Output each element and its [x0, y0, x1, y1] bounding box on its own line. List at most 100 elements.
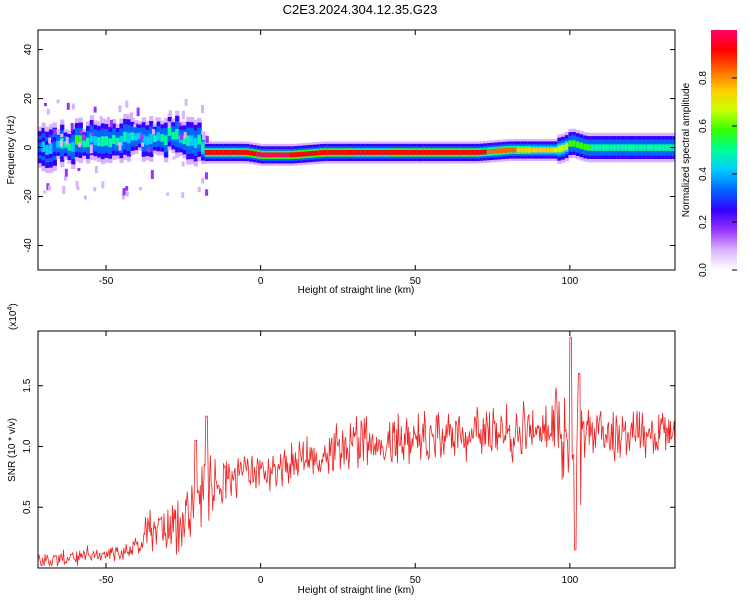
spectrogram-cell	[286, 152, 291, 158]
spectrogram-cell	[423, 150, 429, 155]
spectrogram-speckle	[59, 140, 63, 147]
spectrogram-speckle	[138, 186, 142, 191]
spectrogram-speckle	[141, 142, 145, 147]
spectrogram-speckle	[99, 116, 103, 123]
spectrogram-cell	[175, 129, 180, 140]
spectrogram-cell	[598, 144, 603, 151]
spectrogram-speckle	[48, 137, 52, 144]
spectrogram-cell	[464, 150, 469, 155]
snr-frame	[37, 330, 676, 569]
spectrogram-speckle	[201, 104, 205, 114]
colorbar-tick-label: 0.2	[698, 215, 709, 229]
spectrogram-cell	[264, 152, 269, 158]
spectrogram-cell	[230, 150, 236, 155]
snr-y-tick-label: 0.5	[22, 500, 33, 514]
spectrogram-cell	[638, 144, 644, 151]
spectrogram-speckle	[79, 129, 83, 134]
spectrogram-cell	[561, 144, 566, 152]
spectrogram-speckle	[46, 183, 50, 191]
spectrogram-cell	[386, 150, 391, 155]
spectrogram-speckle	[63, 175, 67, 181]
spectrogram-cell	[438, 150, 443, 155]
snr-series-line	[38, 336, 675, 568]
spectrogram-cell	[41, 141, 46, 153]
spectrogram-cell	[241, 150, 247, 155]
colorbar-tick-label: 0.8	[698, 71, 709, 85]
spectrogram-speckle	[205, 189, 209, 196]
spectrogram-cell	[434, 150, 440, 155]
spectrogram-cell	[420, 150, 425, 155]
spectrogram-ticks: -50 0 50 100 -40 -20 0 20 40	[23, 30, 675, 287]
spectrogram-cell	[360, 150, 365, 155]
spectrogram-cell	[624, 144, 629, 151]
spectrogram-cell	[564, 143, 570, 150]
spectrogram-cell	[549, 147, 555, 153]
spectrogram-cell	[212, 150, 217, 155]
spectrogram-cell	[282, 152, 288, 158]
spectrogram-cell	[442, 150, 447, 155]
snr-y-multiplier: (x104)	[7, 303, 19, 330]
spectrogram-speckle	[125, 100, 129, 108]
spectrogram-cell	[160, 134, 165, 142]
spectrogram-cell	[119, 135, 124, 146]
snr-x-tick-label: 50	[410, 575, 422, 586]
spectrogram-speckle	[83, 195, 87, 200]
spectrogram-speckle	[140, 133, 144, 143]
spectrogram-cell	[152, 135, 158, 142]
spectrogram-speckle	[167, 121, 171, 128]
spectrogram-speckle	[78, 142, 82, 148]
spectrogram-cell	[238, 150, 243, 155]
spectrogram-cell	[605, 144, 610, 151]
spectrogram-cell	[483, 149, 488, 155]
spectrogram-cell	[509, 147, 514, 153]
spectrogram-speckle	[202, 133, 206, 141]
spectrogram-cell	[646, 144, 651, 151]
spectrogram-cell	[204, 150, 210, 155]
spectrogram-speckle	[71, 103, 75, 110]
spectrogram-speckle	[56, 99, 60, 104]
spectrogram-cell	[572, 140, 577, 147]
spectrogram-cell	[520, 147, 525, 153]
spectrogram-cell	[557, 145, 562, 153]
spectrogram-cell	[642, 144, 647, 151]
spectrogram-speckle	[44, 127, 48, 132]
spectrogram-speckle	[204, 172, 208, 180]
spectrogram-cell	[97, 137, 102, 147]
spectrogram-x-tick-label: 50	[410, 276, 422, 287]
spectrogram-cell	[330, 150, 336, 155]
spectrogram-cell	[115, 137, 121, 146]
spectrogram-cell	[301, 151, 306, 157]
spectrogram-cell	[401, 150, 406, 155]
spectrogram-cell	[516, 147, 521, 153]
spectrogram-cell	[215, 150, 221, 155]
snr-y-tick-label: 1.5	[22, 378, 33, 392]
spectrogram-cell	[531, 147, 536, 153]
spectrogram-cell	[278, 152, 284, 158]
spectrogram-cell	[145, 136, 150, 145]
spectrogram-cell	[156, 132, 161, 141]
spectrogram-cell	[137, 132, 143, 140]
spectrogram-cell	[527, 147, 532, 153]
spectrogram-speckle	[89, 144, 93, 154]
spectrogram-cell	[271, 152, 276, 158]
spectrogram-cell	[104, 136, 109, 146]
spectrogram-cell	[201, 144, 206, 152]
spectrogram-speckle	[183, 132, 187, 139]
spectrogram-cell	[368, 150, 373, 155]
spectrogram-speckle	[166, 192, 170, 196]
spectrogram-cell	[583, 143, 588, 151]
spectrogram-cell	[112, 135, 117, 145]
spectrogram-cell	[494, 148, 499, 154]
colorbar-gradient	[711, 30, 737, 270]
spectrogram-speckle	[77, 167, 81, 172]
spectrogram-speckle	[46, 108, 50, 115]
spectrogram-cell	[408, 150, 414, 155]
snr-y-tick-label: 1.0	[22, 439, 33, 453]
spectrogram-cell	[371, 150, 377, 155]
spectrogram-cell	[382, 150, 388, 155]
spectrogram-cell	[356, 150, 362, 155]
spectrogram-speckle	[151, 128, 155, 135]
spectrogram-cell	[342, 150, 347, 155]
spectrogram-cell	[297, 151, 302, 157]
